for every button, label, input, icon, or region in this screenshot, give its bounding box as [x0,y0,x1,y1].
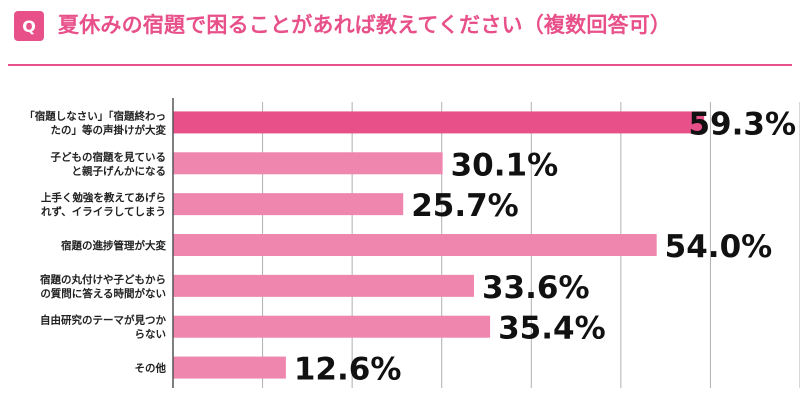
category-label: その他 [135,362,167,375]
survey-question-title: 夏休みの宿題で困ることがあれば教えてください（複数回答可） [58,13,672,37]
data-label: 30.1% [451,147,559,183]
title-divider [8,64,792,66]
bar [173,356,286,379]
category-label: 宿題の進捗管理が大変 [61,239,166,252]
data-label: 35.4% [498,311,606,347]
bar [173,152,443,175]
data-label: 25.7% [411,188,519,224]
data-label: 59.3% [688,106,796,142]
category-label: 自由研究のテーマが見つからない [40,314,166,341]
category-label: 子どもの宿題を見ていると親子げんかになる [51,150,167,177]
data-label: 54.0% [665,229,773,265]
bar [173,111,705,134]
question-badge: Q [14,11,44,41]
bar [173,274,474,297]
category-label: 「宿題しなさい」「宿題終わったの」等の声掛けが大変 [24,109,166,136]
bar [173,315,491,338]
bar [173,193,404,216]
category-label: 上手く勉強を教えてあげられず、イライラしてしまう [41,191,166,218]
bar [173,234,657,256]
data-label: 12.6% [294,352,402,388]
category-label: 宿題の丸付けや子どもからの質問に答える時間がない [40,273,166,300]
data-label: 33.6% [482,270,590,306]
